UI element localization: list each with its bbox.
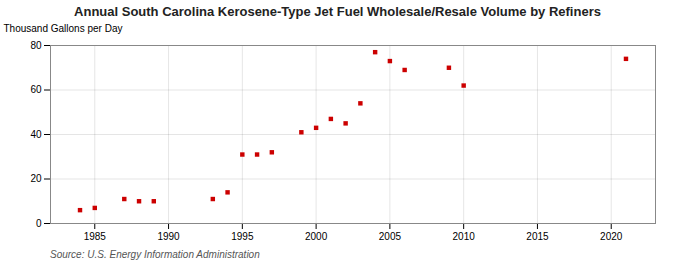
svg-text:2015: 2015 [526, 231, 549, 242]
svg-text:40: 40 [30, 129, 42, 140]
svg-text:0: 0 [36, 218, 42, 229]
svg-text:2010: 2010 [453, 231, 476, 242]
svg-text:1995: 1995 [231, 231, 254, 242]
svg-text:2020: 2020 [600, 231, 623, 242]
svg-text:1985: 1985 [84, 231, 107, 242]
svg-text:Thousand Gallons per Day: Thousand Gallons per Day [4, 23, 123, 34]
svg-text:1990: 1990 [157, 231, 180, 242]
svg-text:20: 20 [30, 173, 42, 184]
svg-text:2005: 2005 [379, 231, 402, 242]
svg-text:80: 80 [30, 40, 42, 51]
svg-text:60: 60 [30, 84, 42, 95]
html-text:Source: U.S. Energy Informatio: Source: U.S. Energy Information Administ… [50, 249, 260, 260]
html-text:Annual South Carolina Kerosene: Annual South Carolina Kerosene-Type Jet … [74, 4, 601, 19]
svg-text:2000: 2000 [305, 231, 328, 242]
